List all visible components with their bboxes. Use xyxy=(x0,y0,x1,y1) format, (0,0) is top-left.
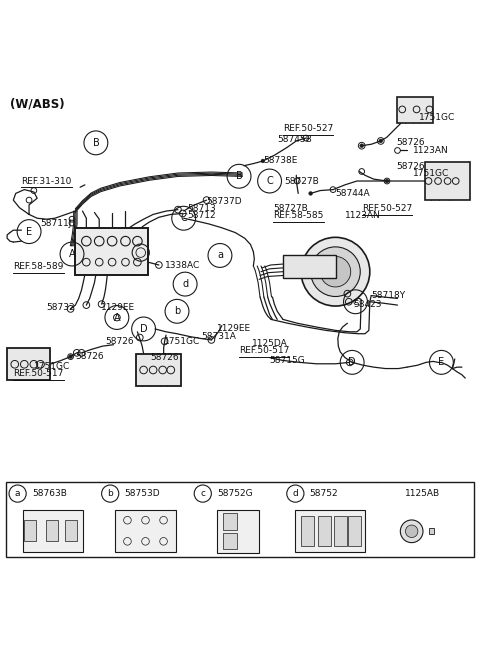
Circle shape xyxy=(379,139,383,143)
Bar xyxy=(6,482,474,557)
Text: 58745B: 58745B xyxy=(277,134,312,144)
Bar xyxy=(23,510,83,552)
Bar xyxy=(75,228,148,275)
Bar xyxy=(65,520,77,541)
Text: (W/ABS): (W/ABS) xyxy=(10,98,65,111)
Text: 58718Y: 58718Y xyxy=(371,291,406,300)
Text: 58726: 58726 xyxy=(396,138,425,148)
Text: REF.50-527: REF.50-527 xyxy=(362,204,412,213)
Bar xyxy=(397,96,433,123)
Bar xyxy=(115,510,176,552)
Text: b: b xyxy=(108,489,113,498)
Text: 58712: 58712 xyxy=(188,211,216,220)
Text: REF.50-527: REF.50-527 xyxy=(283,124,333,133)
Circle shape xyxy=(309,192,312,195)
Text: a: a xyxy=(15,489,20,498)
Bar xyxy=(283,255,336,278)
Text: 58726: 58726 xyxy=(396,162,425,171)
Circle shape xyxy=(400,520,423,543)
Bar xyxy=(429,529,434,534)
Text: 1751GC: 1751GC xyxy=(413,169,449,178)
Bar xyxy=(348,516,361,546)
Text: REF.50-517: REF.50-517 xyxy=(239,346,289,356)
Text: D: D xyxy=(348,358,356,367)
Text: C: C xyxy=(266,176,273,186)
Text: 1123AN: 1123AN xyxy=(345,211,381,220)
Text: a: a xyxy=(217,251,223,260)
Text: c: c xyxy=(200,489,205,498)
Text: 58738E: 58738E xyxy=(263,155,297,165)
Text: 58752: 58752 xyxy=(310,489,338,498)
Text: b: b xyxy=(174,306,180,316)
Text: 58423: 58423 xyxy=(354,300,382,308)
Text: 58752G: 58752G xyxy=(217,489,252,498)
Circle shape xyxy=(301,237,370,306)
Text: 58726: 58726 xyxy=(75,352,104,361)
Text: REF.50-517: REF.50-517 xyxy=(13,369,64,379)
Bar xyxy=(301,516,314,546)
Text: C: C xyxy=(180,213,187,223)
Text: 1123AN: 1123AN xyxy=(413,146,448,155)
Text: B: B xyxy=(236,171,242,181)
Text: D: D xyxy=(140,324,147,334)
Text: 1751GC: 1751GC xyxy=(164,337,200,346)
Text: A: A xyxy=(69,249,75,259)
Bar xyxy=(318,516,331,546)
Text: 58763B: 58763B xyxy=(32,489,67,498)
Text: 58713: 58713 xyxy=(188,204,216,213)
Text: 58753D: 58753D xyxy=(124,489,160,498)
Text: 58737D: 58737D xyxy=(206,197,242,205)
Text: B: B xyxy=(93,138,99,148)
Circle shape xyxy=(311,247,360,297)
Text: 58744A: 58744A xyxy=(336,189,370,198)
Text: 1125AB: 1125AB xyxy=(405,489,440,498)
Bar xyxy=(46,520,59,541)
Text: REF.58-585: REF.58-585 xyxy=(274,211,324,220)
Text: 58711J: 58711J xyxy=(40,220,72,228)
Text: 58726: 58726 xyxy=(106,337,134,346)
Text: 58731A: 58731A xyxy=(201,332,236,341)
Circle shape xyxy=(406,525,418,537)
Text: 1125DA: 1125DA xyxy=(252,338,288,348)
Bar xyxy=(295,510,365,552)
Text: 58715G: 58715G xyxy=(270,356,305,365)
Text: 1129EE: 1129EE xyxy=(217,325,251,333)
Bar xyxy=(425,162,470,200)
Text: A: A xyxy=(114,312,120,323)
Bar xyxy=(224,513,237,529)
Bar xyxy=(7,348,50,380)
Text: 1751GC: 1751GC xyxy=(34,361,70,371)
Text: c: c xyxy=(353,297,358,307)
Bar xyxy=(136,354,181,386)
Text: E: E xyxy=(26,226,32,237)
Text: 58727B: 58727B xyxy=(274,204,308,213)
Text: 58732: 58732 xyxy=(47,304,75,312)
Text: 1338AC: 1338AC xyxy=(165,260,200,270)
Circle shape xyxy=(320,256,351,287)
Text: 1751GC: 1751GC xyxy=(419,113,455,121)
Text: REF.58-589: REF.58-589 xyxy=(13,262,64,272)
Text: d: d xyxy=(182,279,188,289)
Circle shape xyxy=(385,179,389,183)
Text: d: d xyxy=(292,489,298,498)
Bar xyxy=(224,533,237,550)
Circle shape xyxy=(69,355,72,359)
Text: 58727B: 58727B xyxy=(284,176,319,186)
Circle shape xyxy=(360,144,364,148)
Bar xyxy=(24,520,36,541)
Text: E: E xyxy=(438,358,444,367)
Circle shape xyxy=(261,159,265,163)
Text: 1129EE: 1129EE xyxy=(101,304,135,312)
Text: 58726: 58726 xyxy=(150,353,179,362)
Bar xyxy=(217,510,259,553)
Bar xyxy=(335,516,347,546)
Text: REF.31-310: REF.31-310 xyxy=(22,176,72,186)
